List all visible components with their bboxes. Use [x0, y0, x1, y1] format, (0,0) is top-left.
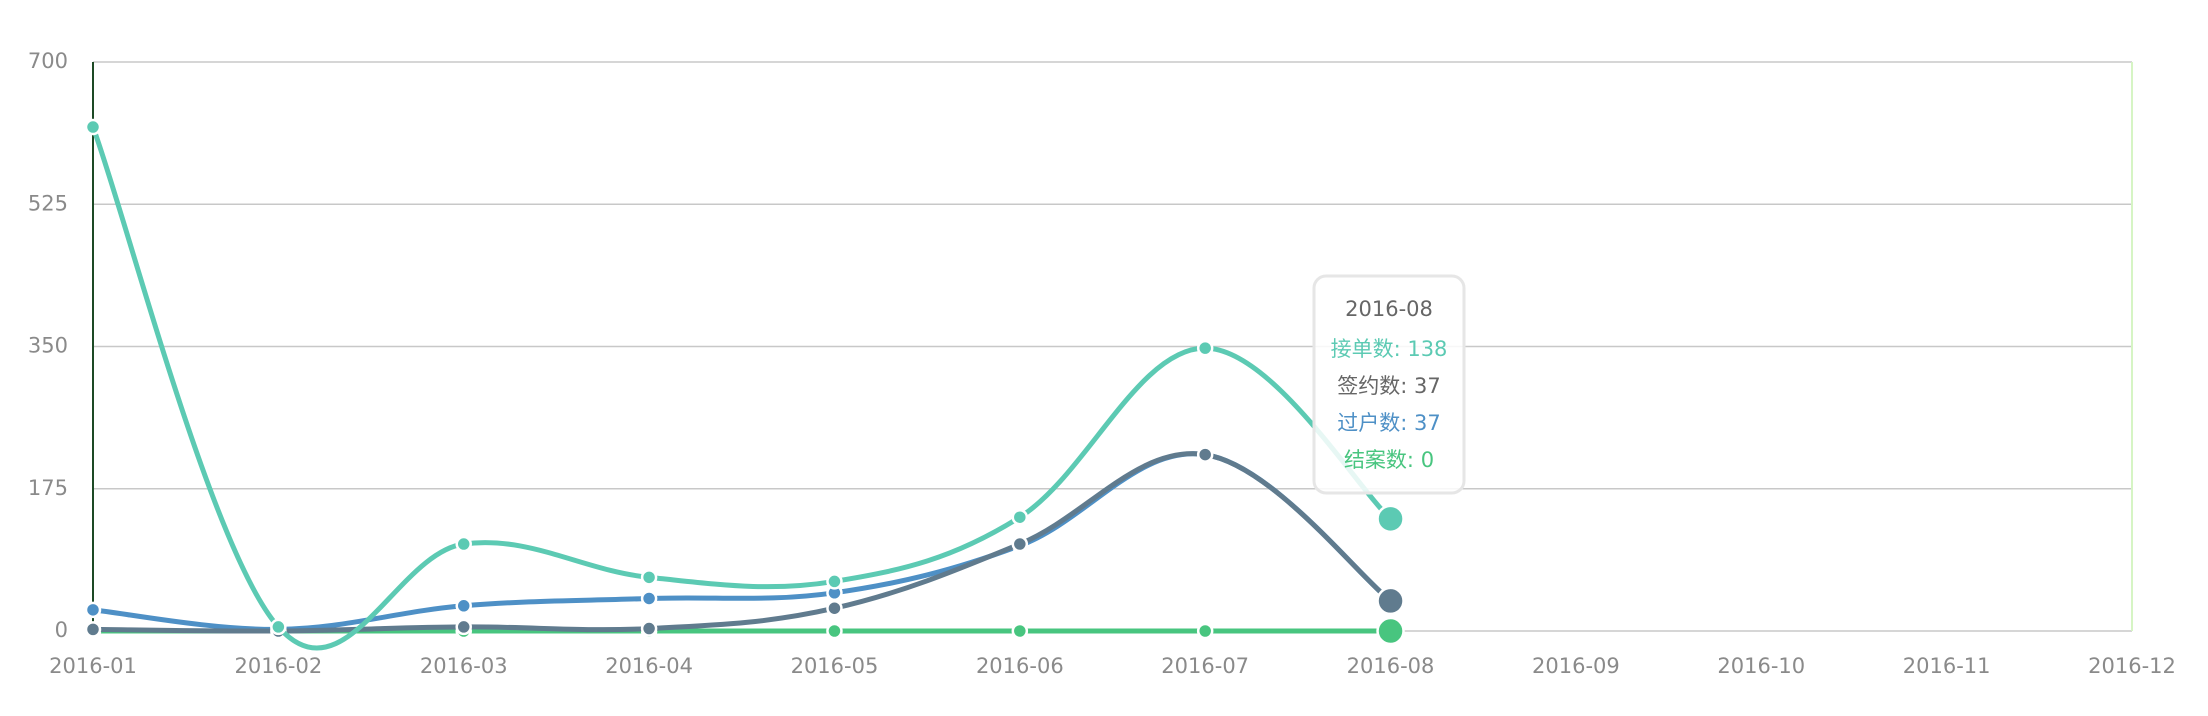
x-tick-label: 2016-01: [49, 654, 137, 678]
tooltip-line: 接单数: 138: [1331, 337, 1448, 361]
y-tick-label: 700: [28, 49, 68, 73]
data-point: [826, 573, 843, 590]
y-tick-label: 525: [28, 191, 68, 215]
data-point: [270, 618, 287, 636]
data-point: [1011, 622, 1029, 640]
x-tick-label: 2016-05: [791, 654, 879, 678]
data-point: [1196, 339, 1214, 357]
series-line: [90, 126, 1393, 651]
data-point: [1011, 508, 1029, 526]
tooltip-line: 签约数: 37: [1337, 374, 1440, 398]
x-tick-label: 2016-03: [420, 654, 508, 678]
data-point: [1376, 504, 1405, 534]
data-point: [640, 590, 658, 607]
x-tick-label: 2016-09: [1532, 654, 1620, 678]
tooltip-line: 过户数: 37: [1337, 411, 1440, 435]
x-tick-label: 2016-02: [234, 654, 322, 678]
data-point: [84, 601, 102, 619]
data-point: [640, 620, 658, 637]
data-point: [1196, 446, 1214, 463]
x-tick-label: 2016-08: [1347, 654, 1435, 678]
data-point: [826, 599, 843, 617]
y-tick-label: 0: [55, 618, 68, 642]
x-tick-label: 2016-06: [976, 654, 1064, 678]
x-tick-label: 2016-12: [2088, 654, 2176, 678]
data-point: [1376, 616, 1405, 646]
y-tick-label: 175: [28, 476, 68, 500]
data-point: [1011, 535, 1029, 553]
x-tick-label: 2016-11: [1903, 654, 1991, 678]
tooltip-line: 结案数: 0: [1344, 448, 1434, 472]
data-point: [640, 569, 658, 586]
data-point: [455, 597, 472, 615]
tooltip-title: 2016-08: [1345, 297, 1433, 321]
data-point: [455, 618, 472, 636]
tooltip: 2016-08 接单数: 138 签约数: 37 过户数: 37 结案数: 0: [1312, 274, 1466, 495]
tooltip-box: [1312, 274, 1466, 495]
series-line: [92, 451, 1393, 634]
data-point: [1196, 622, 1214, 640]
data-point: [84, 118, 102, 136]
x-tick-label: 2016-04: [605, 654, 693, 678]
y-tick-label: 350: [28, 334, 68, 358]
data-point: [455, 535, 472, 553]
data-point: [84, 621, 102, 638]
data-point: [826, 622, 843, 640]
series-line: [92, 451, 1393, 632]
x-tick-label: 2016-07: [1161, 654, 1249, 678]
data-point: [1376, 586, 1405, 616]
x-tick-label: 2016-10: [1717, 654, 1805, 678]
